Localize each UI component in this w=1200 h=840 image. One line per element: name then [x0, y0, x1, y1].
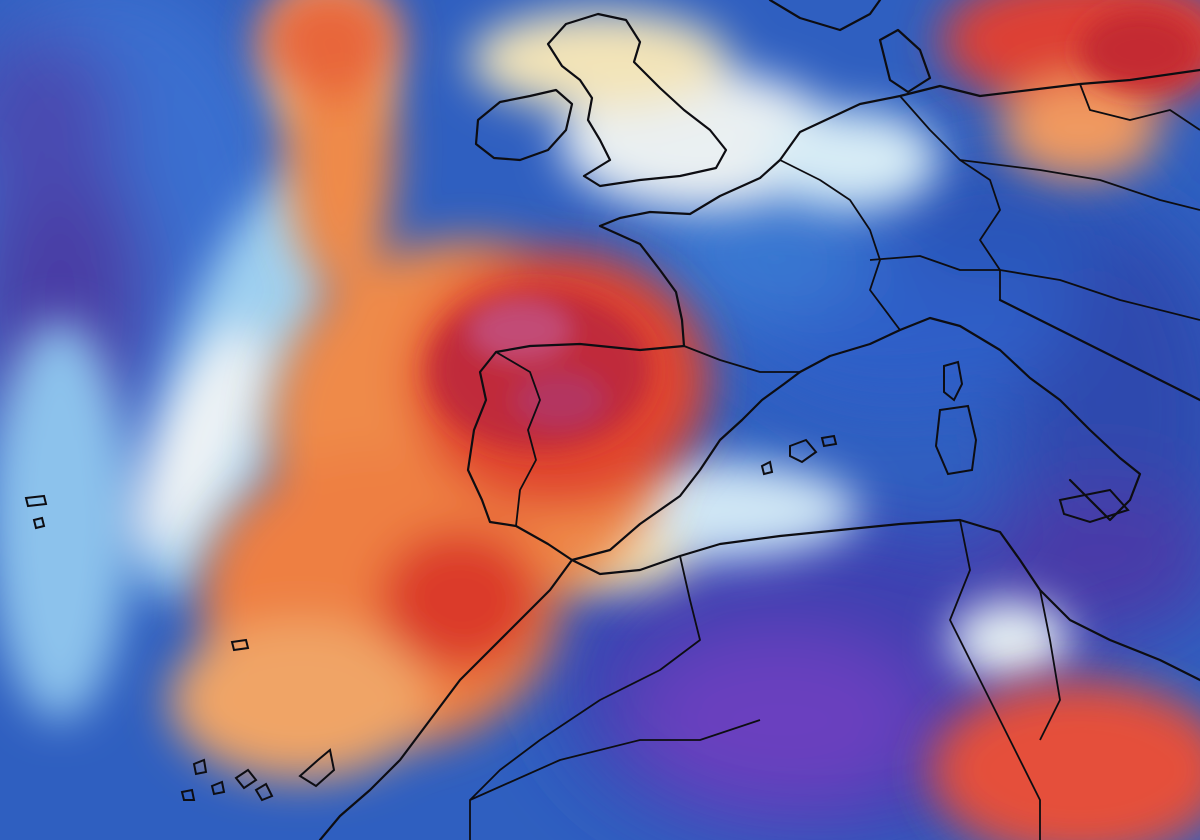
island-canaries-3 — [254, 782, 274, 802]
coast-north-europe — [598, 68, 1200, 228]
island-azores-1 — [24, 494, 48, 508]
border-portugal-spain — [495, 351, 541, 527]
island-canaries-4 — [192, 758, 208, 776]
islands — [24, 360, 1130, 802]
island-madeira — [230, 638, 250, 652]
island-ibiza — [760, 460, 774, 476]
island-corsica — [943, 360, 964, 402]
border-sahara — [469, 719, 761, 801]
island-azores-2 — [32, 516, 46, 530]
coast-med-north — [798, 316, 1142, 522]
island-canaries-5 — [180, 788, 196, 801]
border-tunisia-libya — [1039, 589, 1061, 741]
island-canaries-6 — [210, 780, 226, 796]
island-menorca — [820, 434, 838, 448]
border-algeria-tunisia — [949, 519, 1041, 840]
border-france-spain — [683, 345, 800, 373]
island-mallorca — [789, 438, 818, 464]
coast-ireland — [474, 88, 574, 162]
border-central-europe — [959, 159, 1200, 211]
border-france-germany — [779, 159, 901, 331]
island-canaries-2 — [234, 768, 258, 790]
coast-scandinavia — [768, 0, 882, 32]
coast-france-atlantic — [598, 224, 686, 348]
coast-denmark — [878, 28, 932, 94]
border-germany-east — [899, 95, 1001, 300]
island-sardinia — [934, 404, 978, 476]
coast-adriatic — [998, 298, 1200, 402]
country-borders — [469, 83, 1200, 840]
coast-great-britain — [546, 12, 728, 188]
border-alps — [869, 255, 1200, 321]
island-sicily — [1058, 488, 1130, 524]
border-morocco-algeria — [469, 555, 701, 840]
island-canaries-1 — [298, 748, 336, 788]
coast-north-africa — [570, 518, 1200, 682]
hot-core — [430, 10, 1200, 450]
coast-morocco-atlantic — [318, 558, 574, 840]
border-poland — [1079, 83, 1200, 131]
